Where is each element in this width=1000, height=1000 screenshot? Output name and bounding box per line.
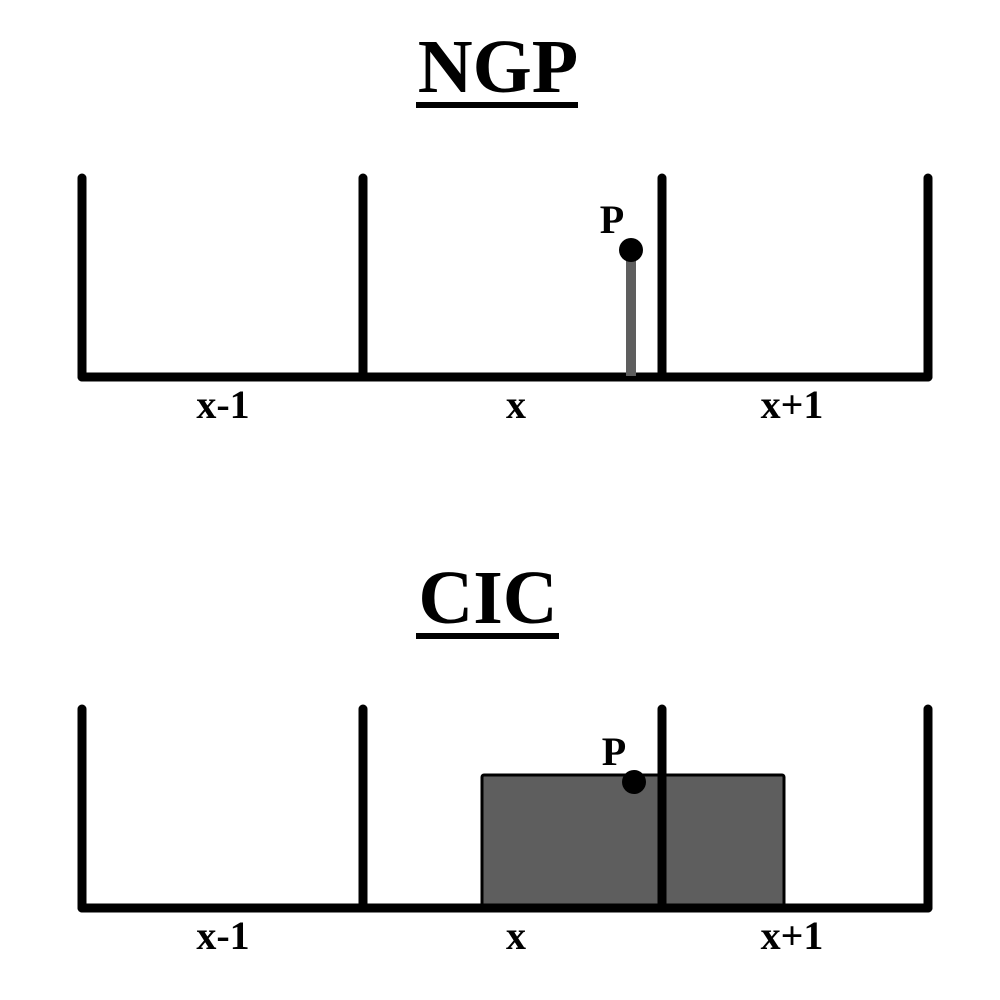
cic-particle-marker <box>622 770 646 794</box>
ngp-weight-stem <box>626 252 636 376</box>
ngp-cell-label-right: x+1 <box>761 382 824 427</box>
ngp-particle-marker <box>619 238 643 262</box>
cic-particle-label: P <box>602 729 626 774</box>
cic-cell-label-right: x+1 <box>761 913 824 958</box>
ngp-title: NGP <box>418 25 578 109</box>
cic-title: CIC <box>418 556 557 640</box>
cic-cell-label-center: x <box>506 913 526 958</box>
ngp-particle-label: P <box>600 197 624 242</box>
ngp-cell-label-left: x-1 <box>196 382 249 427</box>
cic-cell-label-left: x-1 <box>196 913 249 958</box>
ngp-cell-label-center: x <box>506 382 526 427</box>
ngp-panel: NGP P x-1 x x+1 <box>77 25 933 427</box>
cic-particle-cloud <box>480 773 786 910</box>
cic-panel: CIC P x-1 x x+1 <box>77 556 933 958</box>
